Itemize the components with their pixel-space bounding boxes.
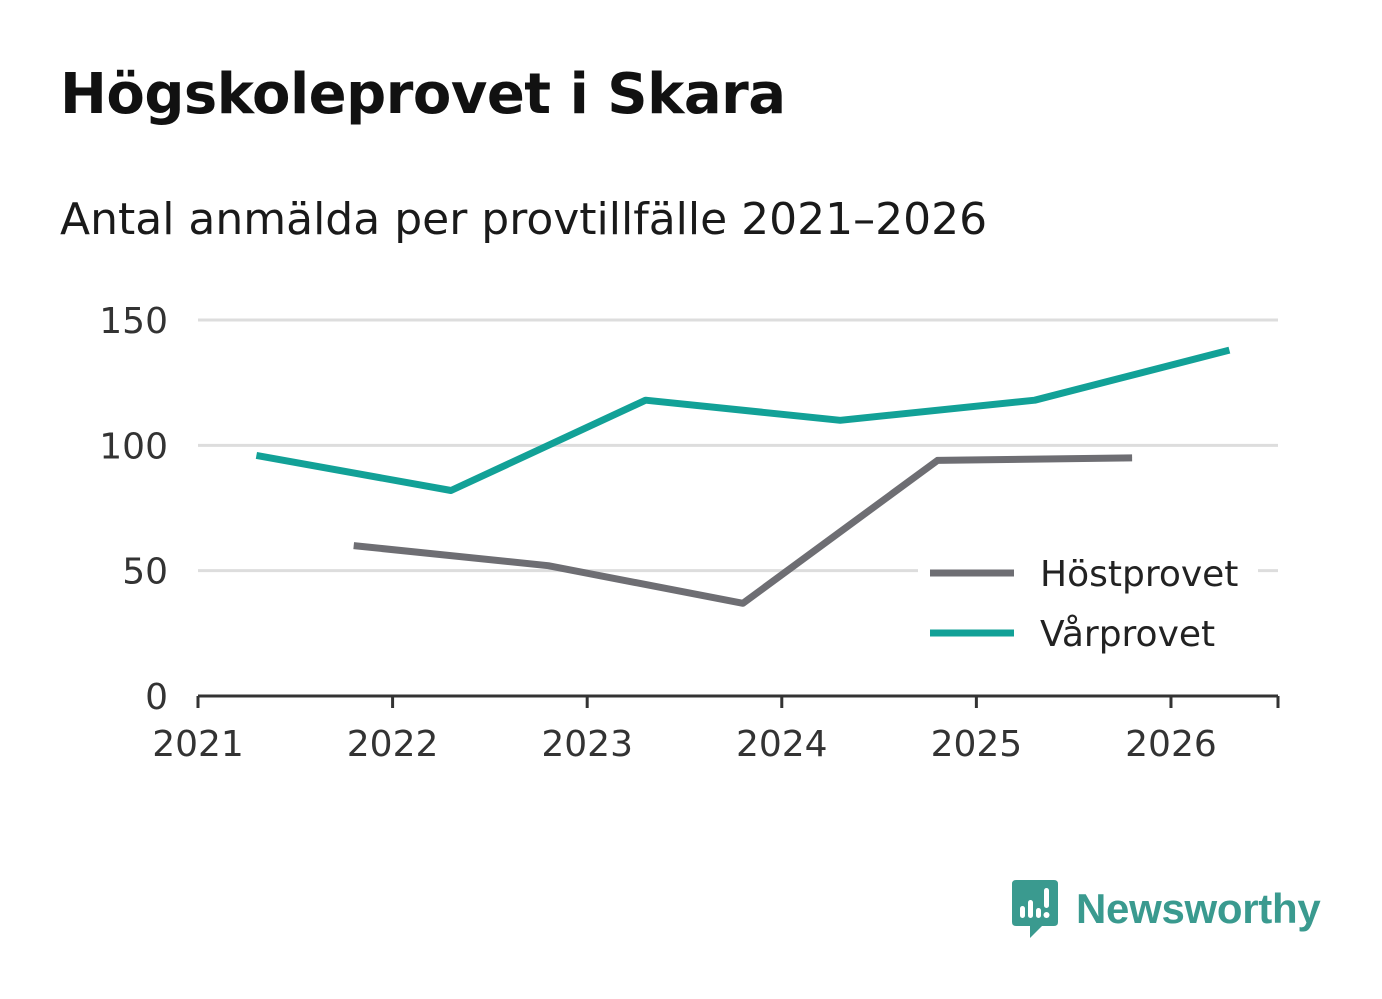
legend-label: Vårprovet xyxy=(1040,614,1215,655)
y-tick-label: 100 xyxy=(99,426,168,467)
y-tick-label: 150 xyxy=(99,301,168,342)
series-line-1 xyxy=(255,346,1231,494)
x-tick-label: 2025 xyxy=(931,724,1023,765)
legend-label: Höstprovet xyxy=(1040,554,1238,595)
x-axis: 2021 2022 2023 2024 2025 2026 xyxy=(152,694,1280,765)
x-tick-label: 2023 xyxy=(541,724,633,765)
x-tick-label: 2022 xyxy=(347,724,439,765)
newsworthy-logo-icon xyxy=(1012,880,1058,938)
grid-lines xyxy=(198,318,1278,573)
series-lines xyxy=(255,346,1231,607)
y-tick-label: 0 xyxy=(145,677,168,718)
y-tick-label: 50 xyxy=(122,552,168,593)
brand-name: Newsworthy xyxy=(1076,885,1321,932)
legend: Höstprovet Vårprovet xyxy=(918,540,1258,666)
x-tick-label: 2024 xyxy=(736,724,828,765)
chart-subtitle: Antal anmälda per provtillfälle 2021–202… xyxy=(60,194,988,245)
x-tick-label: 2026 xyxy=(1125,724,1217,765)
legend-background xyxy=(918,540,1258,666)
brand-logo: Newsworthy xyxy=(1010,878,1321,940)
x-tick-label: 2021 xyxy=(152,724,244,765)
y-axis-ticks: 0 50 100 150 xyxy=(99,301,168,718)
chart-title: Högskoleprovet i Skara xyxy=(60,62,786,127)
